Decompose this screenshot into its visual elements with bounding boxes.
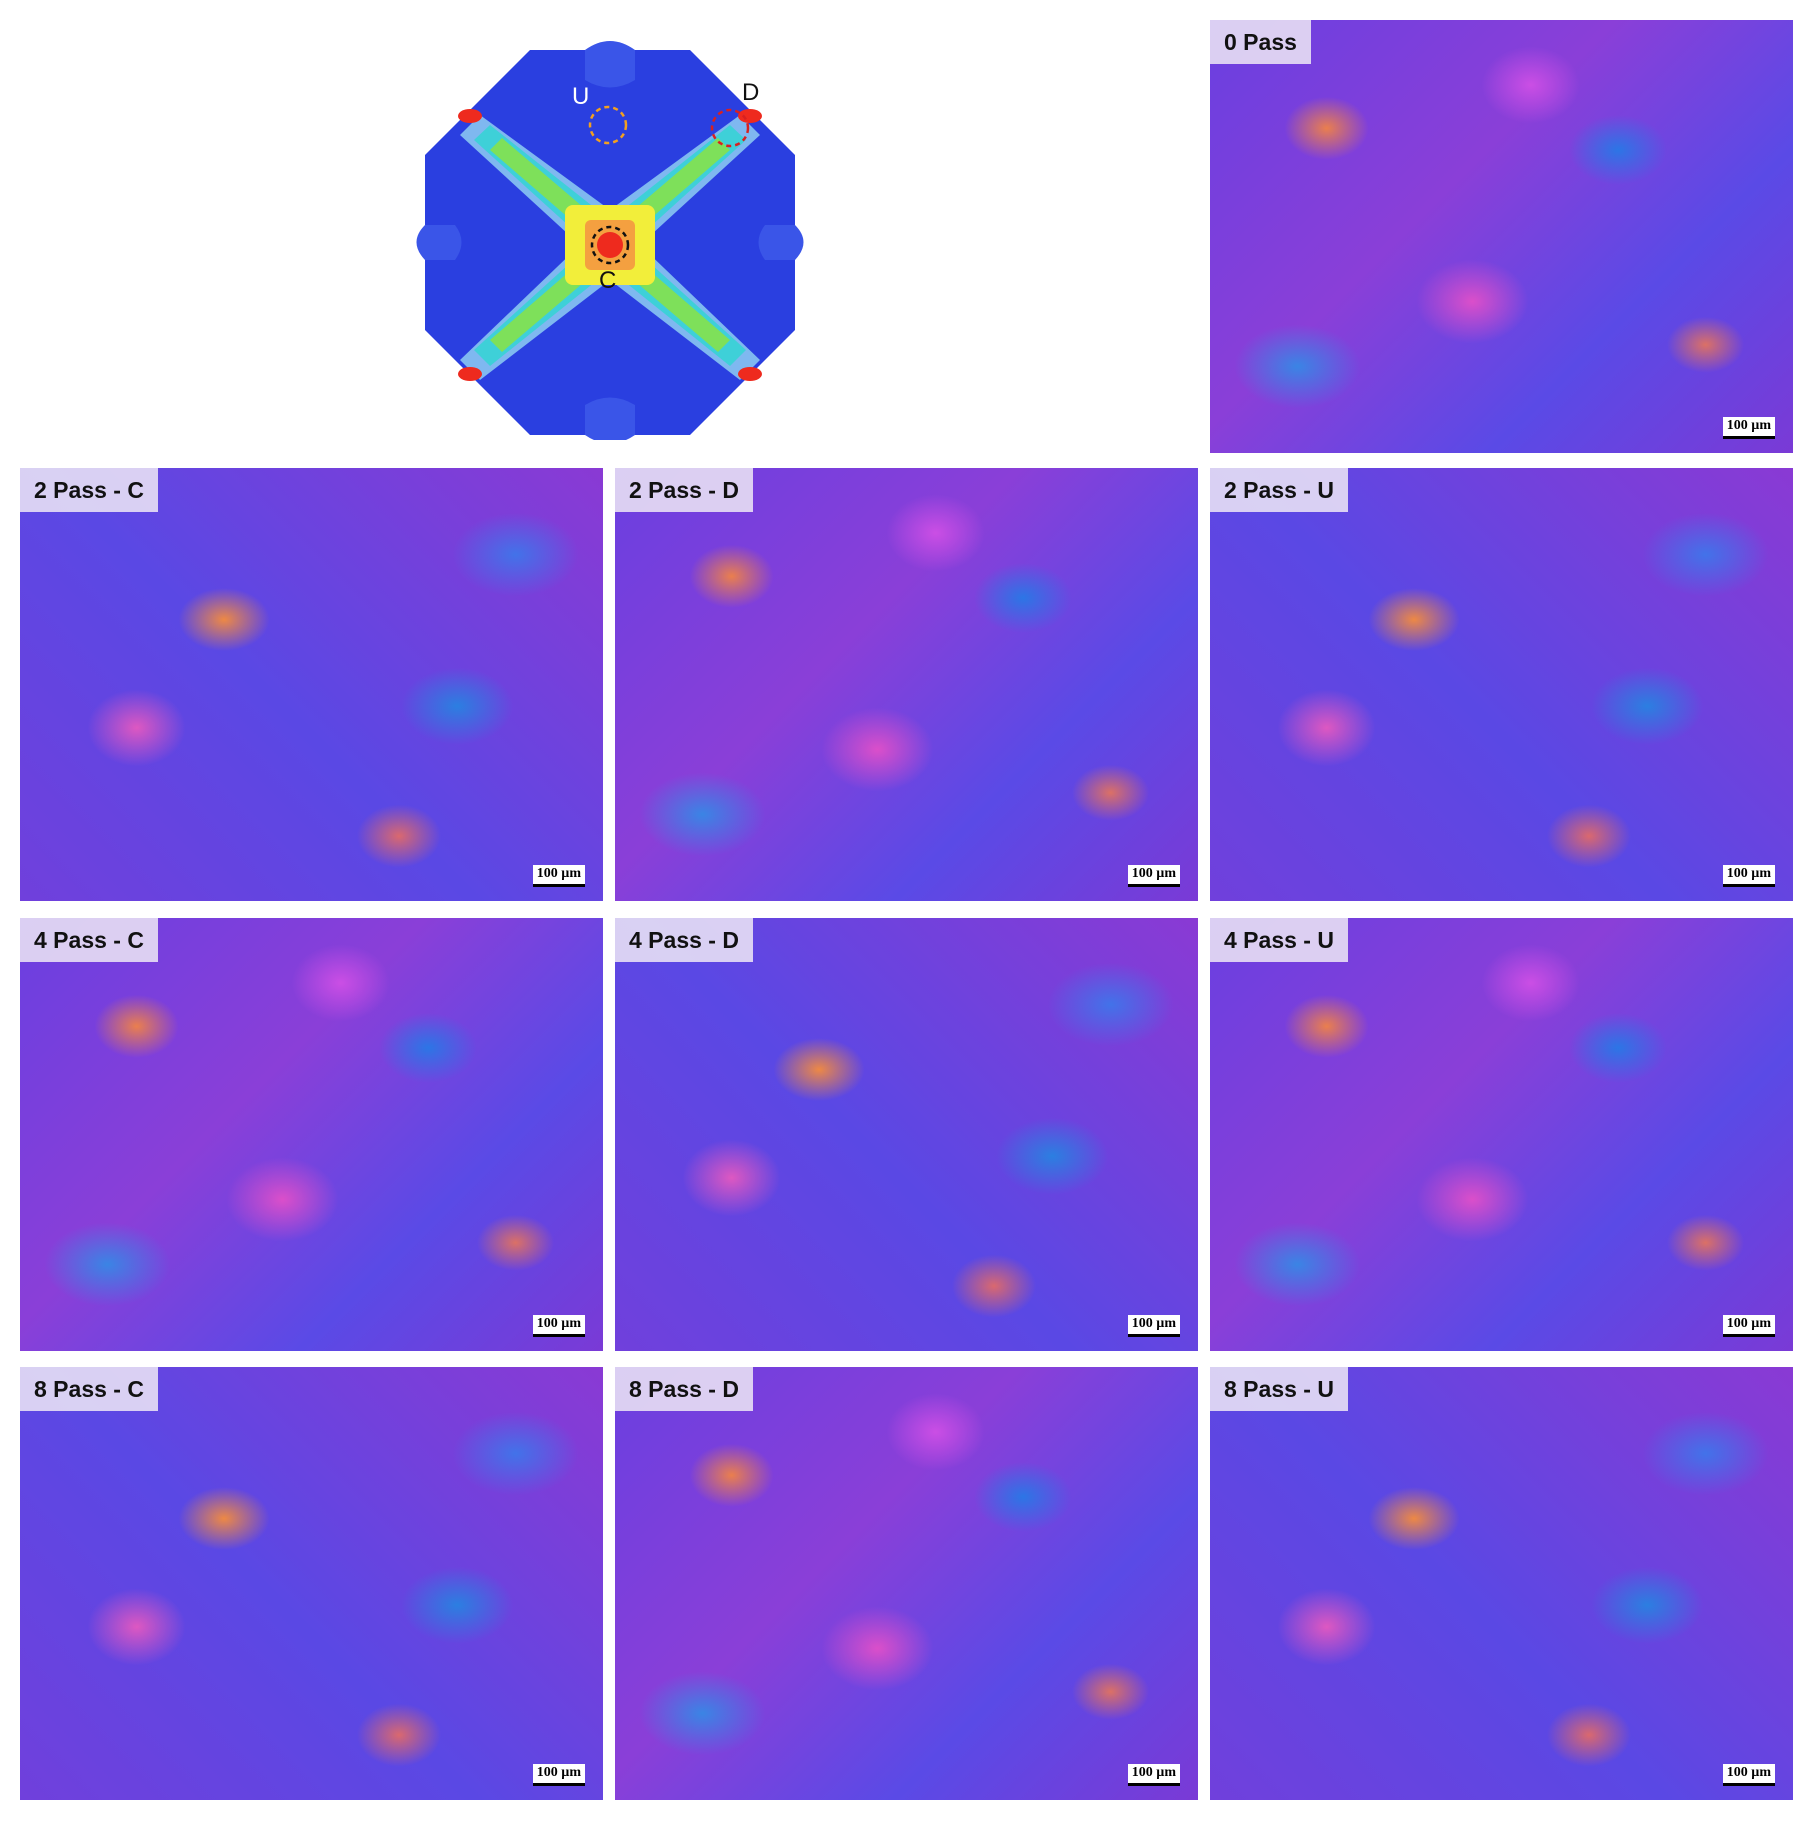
panel-label: 2 Pass - D (615, 468, 753, 512)
micrograph-2-pass-c: 2 Pass - C 100 µm (20, 468, 603, 901)
scale-bar: 100 µm (532, 865, 585, 887)
channel-right (758, 225, 804, 260)
marker-d-label: D (742, 79, 759, 106)
scale-bar: 100 µm (1722, 1764, 1775, 1786)
panel-label: 8 Pass - D (615, 1367, 753, 1411)
micrograph-8-pass-d: 8 Pass - D 100 µm (615, 1367, 1198, 1800)
panel-label: 8 Pass - C (20, 1367, 158, 1411)
panel-label: 2 Pass - U (1210, 468, 1348, 512)
marker-c-circle (590, 225, 630, 265)
micrograph-2-pass-d: 2 Pass - D 100 µm (615, 468, 1198, 901)
micrograph-8-pass-c: 8 Pass - C 100 µm (20, 1367, 603, 1800)
stress-contours (458, 109, 762, 381)
micrograph-4-pass-c: 4 Pass - C 100 µm (20, 918, 603, 1351)
scale-bar: 100 µm (1722, 1315, 1775, 1337)
panel-label: 0 Pass (1210, 20, 1311, 64)
scale-bar: 100 µm (532, 1315, 585, 1337)
die-stress-schematic: U D C (416, 41, 804, 440)
channel-left (416, 225, 462, 260)
channel-top (585, 41, 635, 88)
panel-label: 8 Pass - U (1210, 1367, 1348, 1411)
scale-bar: 100 µm (532, 1764, 585, 1786)
scale-bar: 100 µm (1127, 1315, 1180, 1337)
micrograph-4-pass-u: 4 Pass - U 100 µm (1210, 918, 1793, 1351)
marker-u-label: U (572, 83, 589, 110)
scale-bar: 100 µm (1127, 865, 1180, 887)
scale-bar: 100 µm (1127, 1764, 1180, 1786)
channel-bottom (585, 397, 635, 440)
micrograph-8-pass-u: 8 Pass - U 100 µm (1210, 1367, 1793, 1800)
micrograph-4-pass-d: 4 Pass - D 100 µm (615, 918, 1198, 1351)
marker-c-label: C (599, 267, 616, 294)
micrograph-2-pass-u: 2 Pass - U 100 µm (1210, 468, 1793, 901)
panel-label: 2 Pass - C (20, 468, 158, 512)
marker-d-circle (710, 108, 750, 148)
micrograph-0-pass: 0 Pass 100 µm (1210, 20, 1793, 453)
marker-u-circle (588, 105, 628, 145)
panel-label: 4 Pass - D (615, 918, 753, 962)
scale-bar: 100 µm (1722, 417, 1775, 439)
scale-bar: 100 µm (1722, 865, 1775, 887)
panel-label: 4 Pass - C (20, 918, 158, 962)
panel-label: 4 Pass - U (1210, 918, 1348, 962)
